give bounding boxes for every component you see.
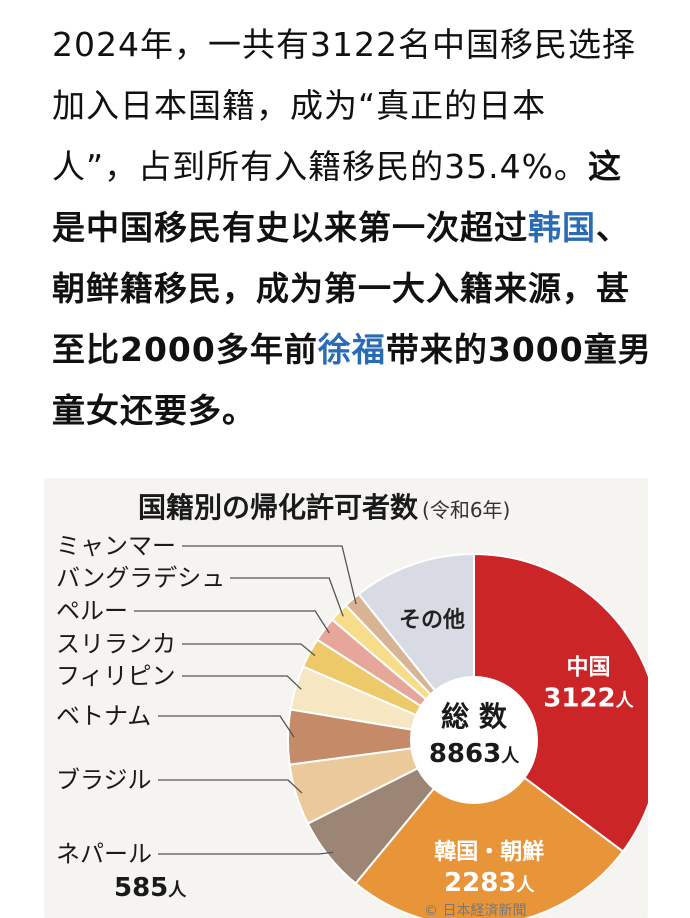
chart-title: 国籍別の帰化許可者数 (令和6年) bbox=[138, 491, 511, 524]
slice-value-label: 3122人 bbox=[543, 684, 634, 714]
article-line: 至比2000多年前徐福带来的3000童男 bbox=[52, 319, 652, 380]
source-watermark: © 日本経済新聞 bbox=[424, 903, 527, 918]
callout-leader-line bbox=[182, 545, 357, 605]
callout-label: ミャンマー bbox=[56, 532, 176, 560]
article-text-segment: 加入日本国籍，成为“真正的日本 bbox=[52, 86, 547, 125]
slice-name-label: 韓国・朝鮮 bbox=[434, 839, 544, 865]
article-text-segment: 朝鲜籍移民，成为第一大入籍来源，甚 bbox=[52, 269, 630, 308]
callout-label: バングラデシュ bbox=[56, 564, 225, 592]
article-line: 加入日本国籍，成为“真正的日本 bbox=[52, 75, 652, 136]
article-text-segment: 是中国移民有史以来第一次超过 bbox=[52, 208, 528, 247]
callout-label: ベトナム bbox=[56, 702, 151, 730]
article-line: 朝鲜籍移民，成为第一大入籍来源，甚 bbox=[52, 258, 652, 319]
article-text-segment: 带来的3000童男 bbox=[385, 330, 652, 369]
naturalization-chart: 国籍別の帰化許可者数 (令和6年) 総 数 8863人 中国 3122人韓国・朝鮮 228… bbox=[44, 478, 648, 918]
article-text-segment: 童女还要多。 bbox=[52, 391, 256, 430]
article-text-segment: 、 bbox=[596, 208, 630, 247]
slice-name-label: 中国 bbox=[566, 656, 610, 681]
article-text-segment: 人”，占到所有入籍移民的35.4%。 bbox=[52, 147, 588, 186]
callout-leader-line bbox=[230, 577, 344, 617]
callout-leader-line bbox=[158, 779, 303, 794]
callout-label: ブラジル bbox=[56, 766, 152, 794]
slice-name-label: その他 bbox=[399, 608, 465, 633]
article-line: 是中国移民有史以来第一次超过韩国、 bbox=[52, 197, 652, 258]
article-line: 人”，占到所有入籍移民的35.4%。这 bbox=[52, 136, 652, 197]
callout-label: フィリピン bbox=[56, 662, 176, 690]
callout-label: ネパール bbox=[56, 840, 152, 868]
callout-label: ペルー bbox=[56, 597, 128, 625]
article-link[interactable]: 徐福 bbox=[317, 330, 386, 369]
pie-center-hole bbox=[410, 676, 538, 804]
callout-label: スリランカ bbox=[56, 630, 176, 658]
article-line: 童女还要多。 bbox=[52, 380, 652, 441]
callout-leader-line bbox=[158, 851, 334, 855]
article-text-segment: 这 bbox=[587, 147, 622, 186]
callout-leader-line bbox=[134, 610, 330, 634]
center-total: 8863人 bbox=[429, 739, 520, 769]
callout-leader-line bbox=[182, 675, 302, 690]
chart-subtitle: (令和6年) bbox=[422, 498, 511, 522]
callout-leader-line bbox=[182, 643, 316, 657]
article-line: 2024年，一共有3122名中国移民选择 bbox=[52, 14, 652, 75]
article-text-segment: 2024年，一共有3122名中国移民选择 bbox=[52, 25, 636, 64]
article-link[interactable]: 韩国 bbox=[528, 208, 596, 247]
center-label: 総 数 bbox=[441, 700, 508, 733]
callout-leader-line bbox=[158, 715, 295, 738]
pie-slice-1 bbox=[354, 738, 625, 918]
pie-slice-0 bbox=[473, 552, 648, 853]
article-text-segment: 至比2000多年前 bbox=[52, 330, 318, 369]
slice-value-label: 2283人 bbox=[444, 868, 535, 898]
article-text: 2024年，一共有3122名中国移民选择 加入日本国籍，成为“真正的日本人”，占到… bbox=[52, 14, 652, 441]
callout-value-label: 585人 bbox=[114, 873, 187, 903]
